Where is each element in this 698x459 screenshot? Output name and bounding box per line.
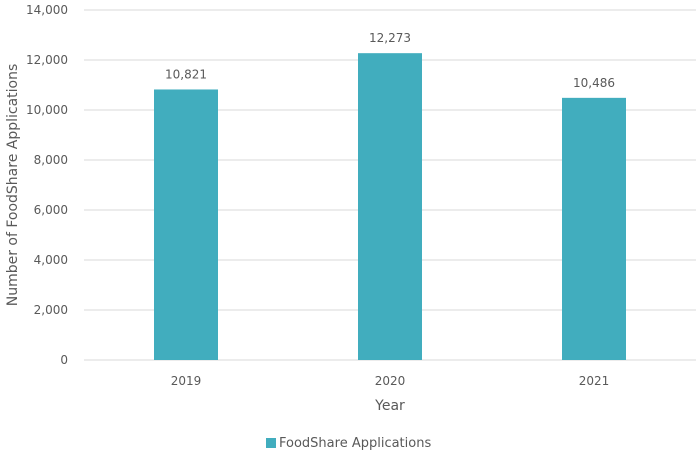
x-tick-label-2019: 2019 xyxy=(171,374,202,388)
data-label-2021: 10,486 xyxy=(573,76,615,90)
x-axis-title: Year xyxy=(374,398,405,414)
y-axis-title: Number of FoodShare Applications xyxy=(5,64,21,307)
y-tick-label-12000: 12,000 xyxy=(26,53,68,67)
data-label-2020: 12,273 xyxy=(369,31,411,45)
x-tick-label-2020: 2020 xyxy=(375,374,406,388)
y-tick-label-4000: 4,000 xyxy=(34,253,68,267)
x-axis-ticks: 2019 2020 2021 xyxy=(171,374,610,388)
data-label-2019: 10,821 xyxy=(165,67,207,81)
x-tick-label-2021: 2021 xyxy=(579,374,610,388)
bar-2019 xyxy=(154,89,218,360)
bars xyxy=(154,53,626,361)
bar-2020 xyxy=(358,53,422,361)
y-tick-label-8000: 8,000 xyxy=(34,153,68,167)
y-tick-label-10000: 10,000 xyxy=(26,103,68,117)
y-tick-label-2000: 2,000 xyxy=(34,303,68,317)
bar-2021 xyxy=(562,97,626,360)
y-tick-label-6000: 6,000 xyxy=(34,203,68,217)
y-tick-label-0: 0 xyxy=(60,353,68,367)
data-labels: 10,821 12,273 10,486 xyxy=(165,31,615,90)
y-axis-ticks: 0 2,000 4,000 6,000 8,000 10,000 12,000 14,000 xyxy=(26,3,68,367)
legend-label-foodshare-applications: FoodShare Applications xyxy=(279,436,431,451)
y-tick-label-14000: 14,000 xyxy=(26,3,68,17)
legend: FoodShare Applications xyxy=(266,436,431,451)
legend-swatch xyxy=(266,438,276,448)
